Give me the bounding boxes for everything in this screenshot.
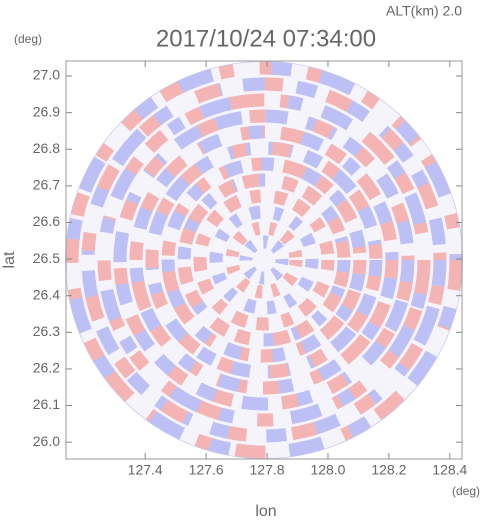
y-tick-label: 26.2 xyxy=(33,360,60,376)
x-tick-label: 127.4 xyxy=(128,462,163,478)
y-tick-label: 26.8 xyxy=(33,140,60,156)
x-tick-label: 127.6 xyxy=(189,462,224,478)
plot-frame xyxy=(65,60,463,460)
y-tick-label: 26.5 xyxy=(33,250,60,266)
y-tick-label: 26.0 xyxy=(33,433,60,449)
x-tick-label: 128.4 xyxy=(432,462,467,478)
y-tick-label: 26.7 xyxy=(33,177,60,193)
y-label: lat xyxy=(1,251,18,268)
y-tick-label: 27.0 xyxy=(33,67,60,83)
x-tick-label: 127.8 xyxy=(250,462,285,478)
x-tick-label: 128.2 xyxy=(371,462,406,478)
y-tick-label: 26.6 xyxy=(33,213,60,229)
altitude: ALT(km) 2.0 xyxy=(386,3,462,19)
chart-title: 2017/10/24 07:34:00 xyxy=(156,25,376,52)
x-tick-label: 128.0 xyxy=(310,462,345,478)
y-unit: (deg) xyxy=(14,32,42,46)
x-unit: (deg) xyxy=(452,484,480,498)
y-tick-label: 26.1 xyxy=(33,396,60,412)
y-tick-label: 26.9 xyxy=(33,103,60,119)
y-tick-label: 26.4 xyxy=(33,286,60,302)
radar-field xyxy=(65,61,463,459)
y-tick-label: 26.3 xyxy=(33,323,60,339)
x-label: lon xyxy=(255,503,276,520)
